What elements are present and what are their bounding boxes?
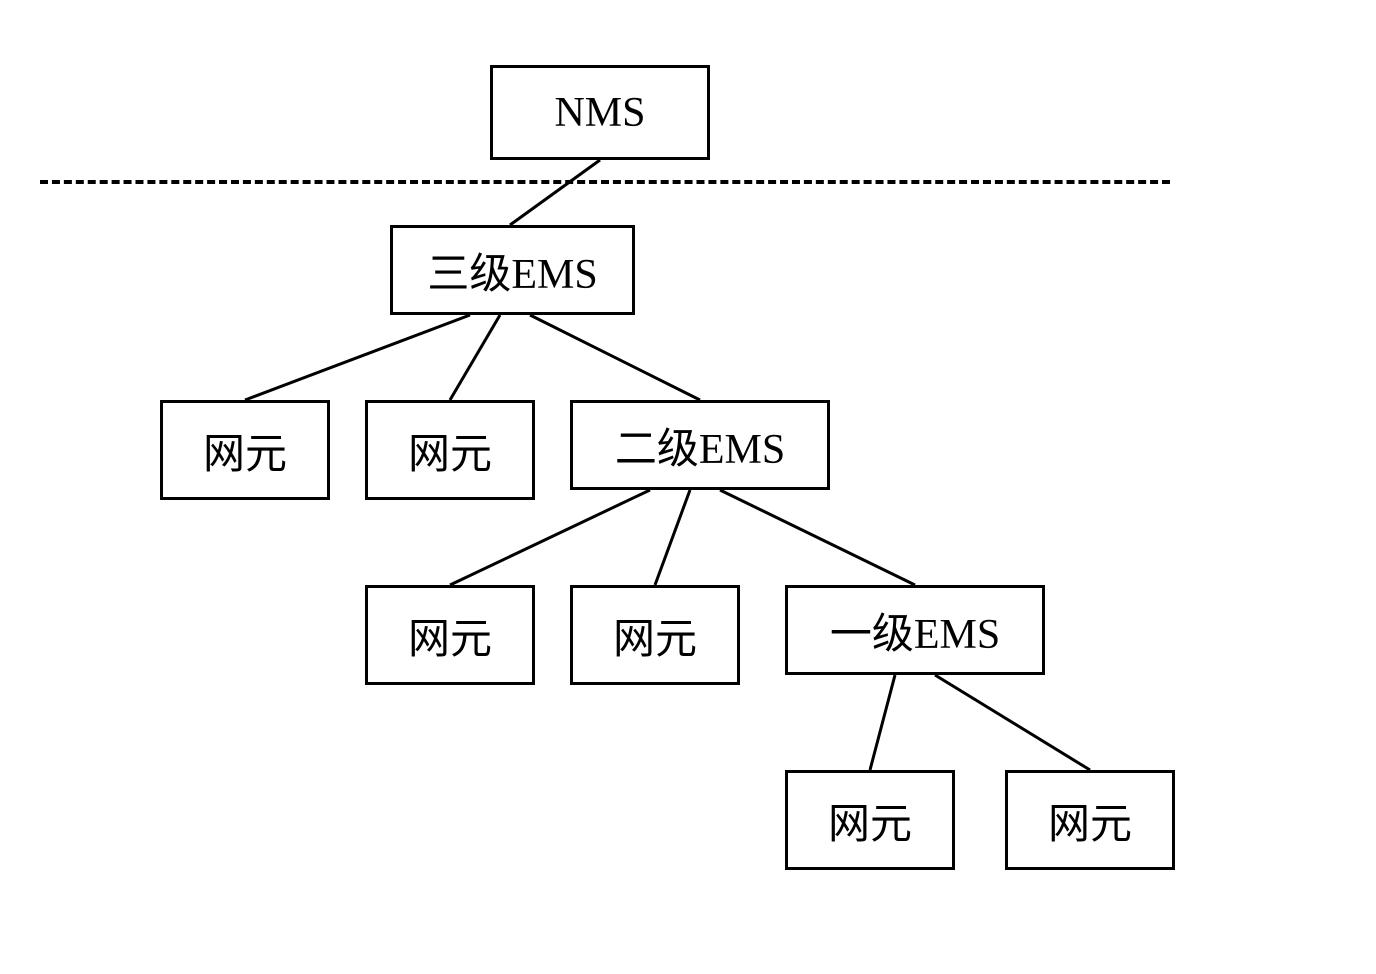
node-ne4: 网元 (570, 585, 740, 685)
node-ne5-label: 网元 (828, 790, 912, 851)
node-ne2: 网元 (365, 400, 535, 500)
node-ems2: 二级EMS (570, 400, 830, 490)
node-ne2-label: 网元 (408, 420, 492, 481)
separator-line (40, 180, 1170, 184)
node-nms-label: NMS (554, 89, 645, 137)
node-ems2-label: 二级EMS (615, 415, 785, 476)
node-nms: NMS (490, 65, 710, 160)
node-ems3: 三级EMS (390, 225, 635, 315)
node-ne3-label: 网元 (408, 605, 492, 666)
node-ems3-label: 三级EMS (427, 240, 597, 301)
node-ne3: 网元 (365, 585, 535, 685)
node-ne6: 网元 (1005, 770, 1175, 870)
node-ne5: 网元 (785, 770, 955, 870)
node-ems1: 一级EMS (785, 585, 1045, 675)
node-ne6-label: 网元 (1048, 790, 1132, 851)
node-ne1: 网元 (160, 400, 330, 500)
node-ems1-label: 一级EMS (830, 600, 1000, 661)
node-ne1-label: 网元 (203, 420, 287, 481)
node-ne4-label: 网元 (613, 605, 697, 666)
